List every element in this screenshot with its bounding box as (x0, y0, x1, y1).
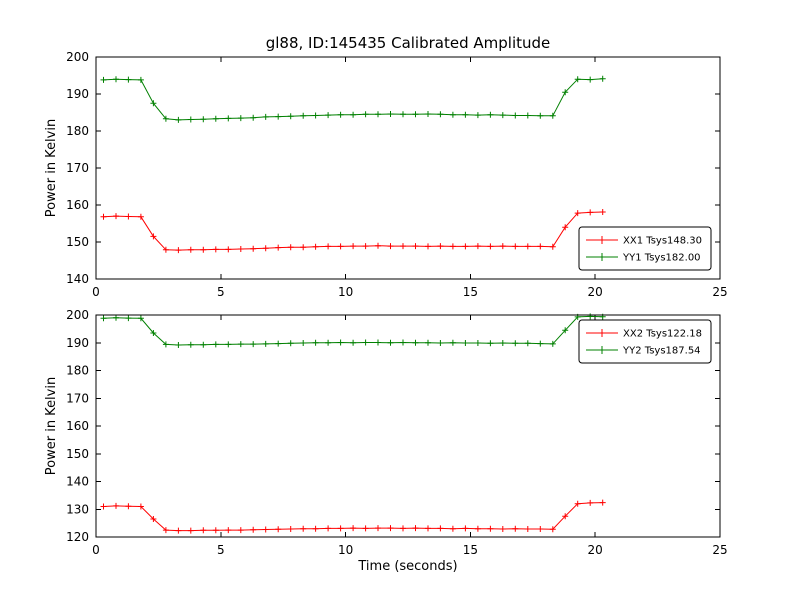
y-tick-label: 150 (66, 447, 89, 461)
x-tick-label: 0 (92, 285, 100, 299)
x-tick-label: 10 (338, 543, 353, 557)
x-tick-label: 0 (92, 543, 100, 557)
legend: XX2 Tsys122.18 YY2 Tsys187.54 (578, 319, 712, 364)
x-tick-label: 10 (338, 285, 353, 299)
chart-title: gl88, ID:145435 Calibrated Amplitude (266, 34, 551, 52)
subplot-top: 0 5 10 15 20 25 140 150 160 170 180 190 200 XX1 Tsys1… (66, 50, 728, 299)
axes-frame (95, 314, 721, 538)
x-tick-label: 15 (463, 543, 478, 557)
y-tick-label: 160 (66, 198, 89, 212)
y-tick-label: 170 (66, 161, 89, 175)
y-tick-label: 180 (66, 124, 89, 138)
tick-labels: 0 5 10 15 20 25 140 150 160 170 180 190 200 (66, 50, 728, 299)
y-tick-label: 170 (66, 391, 89, 405)
y-tick-label: 200 (66, 50, 89, 64)
legend-marker-sample (598, 329, 606, 337)
series-markers (100, 75, 606, 123)
x-tick-label: 15 (463, 285, 478, 299)
y-tick-label: 140 (66, 475, 89, 489)
series-markers (100, 499, 606, 534)
series-markers (100, 313, 606, 348)
axes-frame (95, 56, 721, 280)
y-tick-label: 190 (66, 336, 89, 350)
y-tick-label: 180 (66, 364, 89, 378)
tick-labels: 0 5 10 15 20 25 120 130 140 150 160 170 180 190 200 (66, 308, 728, 557)
y-tick-label: 130 (66, 502, 89, 516)
series-XX2 (100, 499, 606, 534)
y-tick-label: 160 (66, 419, 89, 433)
x-tick-label: 5 (217, 543, 225, 557)
series-YY1 (100, 75, 606, 123)
legend-label: XX1 Tsys148.30 (623, 236, 702, 247)
legend: XX1 Tsys148.30 YY1 Tsys182.00 (578, 226, 712, 271)
y-tick-label: 190 (66, 87, 89, 101)
x-tick-label: 20 (588, 543, 603, 557)
x-tick-label: 25 (712, 543, 727, 557)
x-tick-label: 20 (588, 285, 603, 299)
legend-box (578, 226, 712, 271)
x-tick-label: 25 (712, 285, 727, 299)
y-tick-label: 140 (66, 272, 89, 286)
series-YY2 (100, 313, 606, 348)
subplot-top-ylabel: Power in Kelvin (44, 119, 59, 217)
legend-marker-sample (598, 346, 606, 354)
y-tick-label: 150 (66, 235, 89, 249)
subplot-bottom-ylabel: Power in Kelvin (44, 377, 59, 475)
subplot-bottom: 0 5 10 15 20 25 120 130 140 150 160 170 180 190 200 XX2… (66, 308, 728, 557)
series-markers (100, 209, 606, 254)
x-axis-label: Time (seconds) (357, 559, 457, 574)
legend-label: XX2 Tsys122.18 (623, 329, 702, 340)
y-tick-label: 120 (66, 530, 89, 544)
legend-label: YY2 Tsys187.54 (622, 346, 701, 357)
x-tick-label: 5 (217, 285, 225, 299)
legend-marker-sample (598, 253, 606, 261)
legend-label: YY1 Tsys182.00 (622, 253, 701, 264)
legend-box (578, 319, 712, 364)
legend-marker-sample (598, 236, 606, 244)
series-XX1 (100, 209, 606, 254)
y-tick-label: 200 (66, 308, 89, 322)
